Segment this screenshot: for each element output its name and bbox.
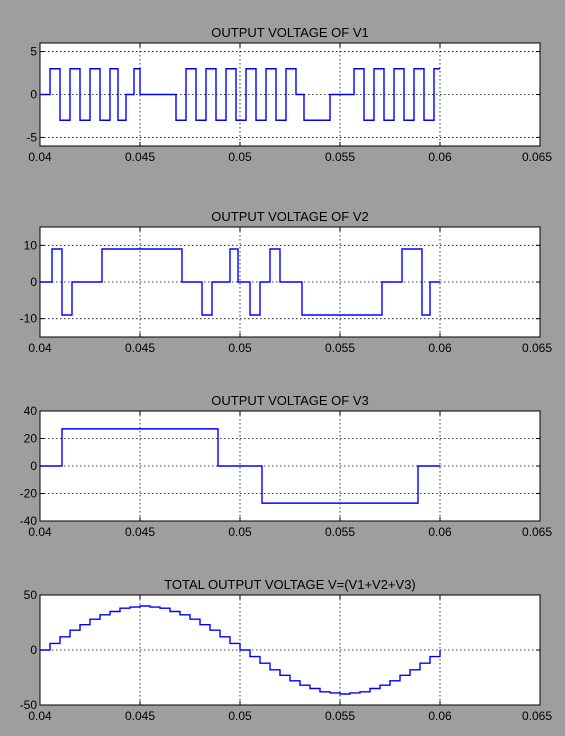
x-tick-label: 0.045: [125, 341, 155, 355]
y-tick-label: 10: [24, 238, 38, 252]
y-tick-label: 5: [30, 45, 37, 59]
y-tick-label: 40: [24, 404, 38, 418]
series-line-1: [40, 428, 440, 504]
x-tick-label: 0.065: [522, 709, 552, 723]
x-tick-label: 0.055: [325, 341, 355, 355]
y-tick-label: 0: [30, 275, 37, 289]
series-line-1: [40, 68, 440, 121]
x-tick-label: 0.06: [428, 150, 452, 164]
x-tick-label: 0.04: [28, 150, 52, 164]
chart-title: TOTAL OUTPUT VOLTAGE V=(V1+V2+V3): [164, 577, 416, 592]
x-tick-label: 0.04: [28, 525, 52, 539]
axes-frame: [39, 410, 541, 522]
x-tick-label: 0.065: [522, 341, 552, 355]
y-tick-label: -40: [20, 514, 38, 528]
y-tick-label: 20: [24, 432, 38, 446]
x-tick-label: 0.055: [325, 525, 355, 539]
y-tick-label: 50: [24, 588, 38, 602]
axes-frame: [39, 594, 541, 706]
chart-title: OUTPUT VOLTAGE OF V1: [211, 25, 368, 40]
axes-frame: [39, 226, 541, 338]
x-tick-label: 0.05: [228, 341, 252, 355]
x-tick-label: 0.04: [28, 341, 52, 355]
y-tick-label: -5: [26, 130, 37, 144]
chart-title: OUTPUT VOLTAGE OF V3: [211, 393, 368, 408]
x-tick-label: 0.045: [125, 525, 155, 539]
y-tick-label: 0: [30, 643, 37, 657]
x-tick-label: 0.065: [522, 525, 552, 539]
x-tick-label: 0.06: [428, 709, 452, 723]
y-tick-label: -20: [20, 487, 38, 501]
x-tick-label: 0.06: [428, 525, 452, 539]
y-tick-label: -50: [20, 698, 38, 712]
axes-frame: [39, 42, 541, 147]
x-tick-label: 0.05: [228, 709, 252, 723]
series-line-1: [40, 605, 441, 695]
x-tick-label: 0.065: [522, 150, 552, 164]
x-tick-label: 0.05: [228, 150, 252, 164]
y-tick-label: -10: [20, 312, 38, 326]
y-tick-label: 0: [30, 88, 37, 102]
subplot-2: OUTPUT VOLTAGE OF V2 0.04 0.045 0.05 0.055 0.…: [20, 209, 553, 355]
y-tick-label: 0: [30, 459, 37, 473]
x-tick-label: 0.045: [125, 709, 155, 723]
subplot-4: TOTAL OUTPUT VOLTAGE V=(V1+V2+V3) 0.04 0.0…: [20, 577, 553, 723]
subplot-3: OUTPUT VOLTAGE OF V3 0.04 0.045 0.05 0.055 0.…: [20, 393, 553, 539]
x-tick-label: 0.045: [125, 150, 155, 164]
chart-title: OUTPUT VOLTAGE OF V2: [211, 209, 368, 224]
x-tick-label: 0.05: [228, 525, 252, 539]
x-tick-label: 0.055: [325, 150, 355, 164]
subplot-1: OUTPUT VOLTAGE OF V1 0.04 0.045 0.05 0.055 0.…: [26, 25, 552, 164]
x-tick-label: 0.055: [325, 709, 355, 723]
series-line-1: [40, 248, 440, 316]
x-tick-label: 0.04: [28, 709, 52, 723]
x-tick-label: 0.06: [428, 341, 452, 355]
